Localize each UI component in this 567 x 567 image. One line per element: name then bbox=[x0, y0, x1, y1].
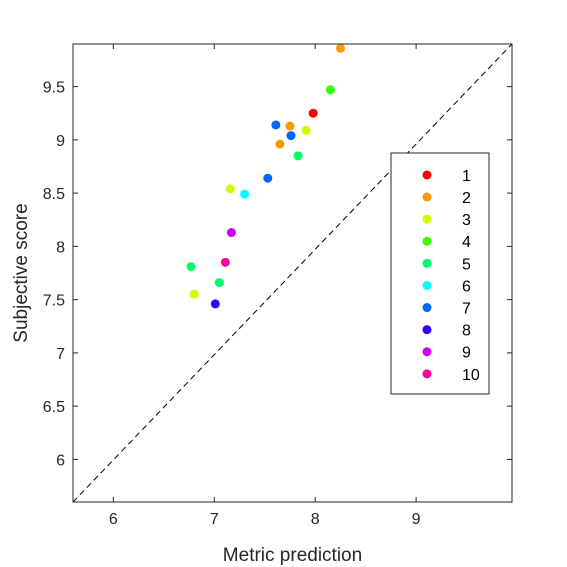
data-point-series-2 bbox=[275, 139, 285, 149]
legend-marker-1 bbox=[422, 170, 432, 180]
data-point-series-2 bbox=[285, 121, 295, 131]
y-tick-label: 6.5 bbox=[43, 399, 65, 416]
data-point-series-3 bbox=[225, 184, 235, 194]
data-points-layer bbox=[186, 43, 345, 309]
data-point-series-7 bbox=[286, 131, 296, 141]
x-tick-label: 6 bbox=[109, 511, 118, 528]
legend-label-2: 2 bbox=[462, 190, 471, 207]
data-point-series-3 bbox=[301, 125, 311, 135]
plot-frame bbox=[72, 43, 513, 503]
legend-label-4: 4 bbox=[462, 234, 471, 251]
data-point-series-9 bbox=[226, 228, 236, 238]
y-tick-label: 8.5 bbox=[43, 186, 65, 203]
data-point-series-8 bbox=[210, 299, 220, 309]
legend-label-6: 6 bbox=[462, 278, 471, 295]
y-tick-label: 7 bbox=[56, 346, 65, 363]
legend-marker-6 bbox=[422, 280, 432, 290]
legend-marker-3 bbox=[422, 214, 432, 224]
legend-marker-10 bbox=[422, 369, 432, 379]
data-point-series-5 bbox=[293, 151, 303, 161]
data-point-series-10 bbox=[220, 257, 230, 267]
legend-marker-2 bbox=[422, 192, 432, 202]
legend-label-10: 10 bbox=[462, 367, 480, 384]
x-tick-label: 7 bbox=[210, 511, 219, 528]
data-point-series-6 bbox=[240, 189, 250, 199]
x-tick-label: 8 bbox=[311, 511, 320, 528]
y-tick-label: 7.5 bbox=[43, 293, 65, 310]
data-point-series-5 bbox=[214, 278, 224, 288]
legend-label-8: 8 bbox=[462, 323, 471, 340]
x-tick-label: 9 bbox=[412, 511, 421, 528]
legend-label-7: 7 bbox=[462, 301, 471, 318]
legend-marker-8 bbox=[422, 325, 432, 335]
ticks-layer: 6 7 8 9 6 6.5 7 7.5 8 8.5 9 9.5 bbox=[43, 44, 512, 528]
legend-marker-4 bbox=[422, 236, 432, 246]
y-tick-label: 9 bbox=[56, 133, 65, 150]
legend-label-1: 1 bbox=[462, 168, 471, 185]
data-point-series-2 bbox=[335, 43, 345, 53]
data-point-series-1 bbox=[308, 108, 318, 118]
reference-line bbox=[72, 43, 513, 503]
legend-label-9: 9 bbox=[462, 345, 471, 362]
data-point-series-5 bbox=[186, 262, 196, 272]
y-tick-label: 9.5 bbox=[43, 80, 65, 97]
x-axis-title: Metric prediction bbox=[223, 545, 362, 566]
data-point-series-7 bbox=[271, 120, 281, 130]
legend-marker-5 bbox=[422, 258, 432, 268]
data-point-series-4 bbox=[325, 85, 335, 95]
y-axis-title: Subjective score bbox=[11, 203, 32, 342]
legend-marker-9 bbox=[422, 347, 432, 357]
data-point-series-7 bbox=[263, 173, 273, 183]
legend-label-5: 5 bbox=[462, 256, 471, 273]
legend: 1 2 3 4 5 6 7 8 9 10 bbox=[390, 152, 490, 395]
legend-label-3: 3 bbox=[462, 212, 471, 229]
legend-box bbox=[390, 152, 490, 395]
legend-marker-7 bbox=[422, 303, 432, 313]
y-tick-label: 6 bbox=[56, 452, 65, 469]
data-point-series-3 bbox=[189, 289, 199, 299]
y-tick-label: 8 bbox=[56, 239, 65, 256]
reference-line-layer bbox=[72, 43, 513, 503]
